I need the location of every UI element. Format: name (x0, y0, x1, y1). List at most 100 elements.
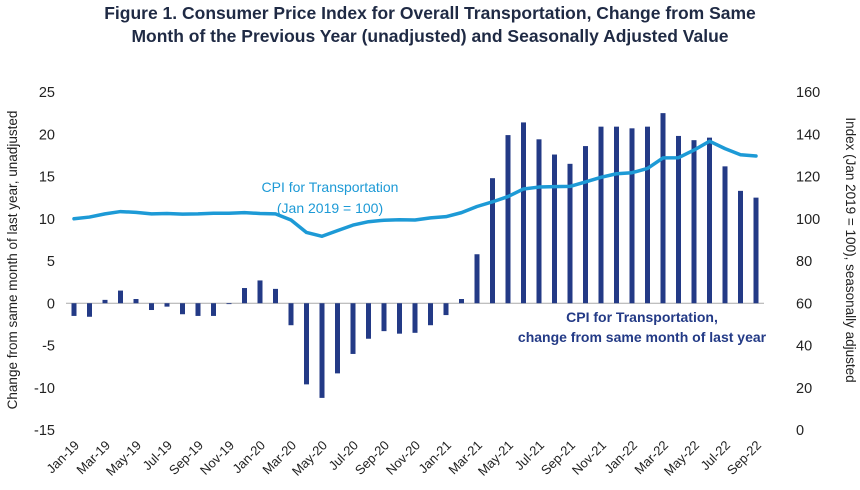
line-point-Sep-21 (568, 185, 572, 188)
bar-Dec-19 (242, 288, 247, 304)
bar-Jun-19 (149, 303, 154, 311)
line-point-Oct-19 (212, 212, 215, 215)
bar-Dec-21 (614, 126, 619, 304)
line-point-Jul-22 (723, 147, 727, 150)
left-tick-label: 25 (39, 85, 55, 101)
line-point-Aug-21 (553, 185, 556, 188)
chart-title-line-1: Figure 1. Consumer Price Index for Overa… (104, 3, 756, 23)
line-point-Feb-21 (460, 211, 463, 214)
line-point-Jan-21 (444, 215, 448, 218)
bar-Aug-22 (738, 190, 743, 304)
line-point-Feb-19 (88, 215, 91, 219)
x-tick-label: Sep-22 (724, 438, 764, 478)
bar-Feb-21 (459, 299, 464, 304)
bar-Oct-20 (397, 303, 402, 334)
line-point-Feb-22 (646, 167, 649, 170)
right-tick-label: 0 (796, 423, 804, 439)
bar-May-19 (133, 299, 139, 304)
bar-annotation-line-2: change from same month of last year (518, 329, 767, 345)
line-point-Aug-19 (181, 212, 184, 216)
line-point-Sep-22 (754, 154, 758, 158)
line-point-Apr-22 (677, 156, 680, 159)
left-tick-label: 20 (39, 127, 55, 143)
line-point-Mar-21 (475, 205, 479, 208)
line-point-Apr-20 (305, 231, 308, 234)
right-tick-label: 60 (796, 296, 812, 312)
right-tick-label: 140 (796, 127, 820, 143)
bar-Sep-20 (381, 303, 387, 332)
bar-Nov-19 (226, 303, 232, 305)
line-point-Oct-21 (584, 180, 587, 184)
x-tick-label: May-22 (661, 438, 702, 479)
bar-Nov-21 (598, 126, 604, 304)
x-tick-label: May-20 (289, 438, 330, 479)
x-tick-label: May-21 (475, 438, 516, 479)
bar-Apr-20 (304, 303, 309, 385)
line-point-Oct-20 (398, 218, 401, 222)
line-point-Jan-20 (258, 212, 262, 215)
line-point-Feb-20 (274, 212, 277, 216)
bar-Apr-19 (118, 290, 123, 304)
bar-Aug-20 (366, 303, 371, 339)
bar-Sep-21 (567, 163, 573, 304)
left-tick-label: -5 (42, 339, 55, 355)
left-tick-label: 15 (39, 170, 55, 186)
line-point-Dec-21 (615, 172, 618, 175)
line-point-Apr-21 (491, 200, 494, 204)
bar-May-20 (319, 303, 325, 398)
line-point-Dec-20 (429, 216, 432, 220)
bar-Jul-22 (722, 166, 728, 304)
line-point-Nov-20 (413, 218, 417, 222)
line-point-Jan-22 (630, 171, 634, 174)
line-point-Mar-22 (661, 156, 665, 160)
bar-Jul-20 (350, 303, 356, 354)
line-point-Jun-21 (522, 187, 525, 191)
bar-series (71, 113, 759, 398)
bar-Jul-21 (536, 139, 542, 304)
bar-Apr-22 (676, 135, 681, 304)
chart-title: Figure 1. Consumer Price Index for Overa… (0, 2, 860, 48)
line-point-Sep-19 (196, 212, 200, 216)
left-tick-label: 10 (39, 212, 55, 228)
line-point-May-20 (320, 235, 324, 238)
line-points (72, 140, 758, 238)
line-point-Mar-20 (289, 218, 293, 222)
line-annotation-line-1: CPI for Transportation (262, 179, 399, 195)
bar-Sep-19 (195, 303, 201, 316)
line-point-Nov-19 (227, 212, 231, 215)
x-tick-label: Nov-19 (197, 438, 237, 478)
cpi-index-line (72, 139, 758, 239)
bar-Mar-22 (660, 113, 666, 304)
right-axis-label: Index (Jan 2019 = 100), seasonally adjus… (843, 117, 858, 382)
left-tick-label: -10 (34, 381, 55, 397)
line-point-Mar-19 (103, 212, 107, 216)
right-tick-label: 40 (796, 339, 812, 355)
line-point-Sep-20 (382, 219, 386, 222)
bar-Feb-19 (87, 303, 92, 317)
line-point-May-19 (134, 211, 138, 214)
bar-Jun-21 (521, 122, 526, 304)
x-axis-ticks: Jan-19Mar-19May-19Jul-19Sep-19Nov-19Jan-… (43, 438, 764, 479)
bar-Aug-21 (552, 154, 557, 304)
x-tick-label: May-19 (103, 438, 144, 479)
bar-Jan-20 (257, 280, 263, 304)
bar-Oct-19 (211, 303, 216, 316)
bar-Feb-20 (273, 288, 278, 304)
bar-Mar-20 (288, 303, 294, 326)
bar-May-22 (691, 140, 697, 304)
bar-May-21 (505, 135, 511, 304)
bar-Apr-21 (490, 178, 495, 304)
right-tick-label: 160 (796, 85, 820, 101)
line-point-Aug-20 (367, 220, 370, 223)
bar-Mar-21 (474, 254, 480, 304)
bar-Jun-22 (707, 137, 712, 304)
line-point-Nov-21 (599, 176, 603, 179)
chart-title-line-2: Month of the Previous Year (unadjusted) … (131, 26, 729, 46)
left-tick-label: 0 (47, 296, 55, 312)
left-tick-label: 5 (47, 254, 55, 270)
right-tick-label: 100 (796, 212, 820, 228)
right-tick-label: 80 (796, 254, 812, 270)
line-point-Jan-19 (72, 217, 76, 220)
line-point-May-22 (692, 148, 696, 152)
